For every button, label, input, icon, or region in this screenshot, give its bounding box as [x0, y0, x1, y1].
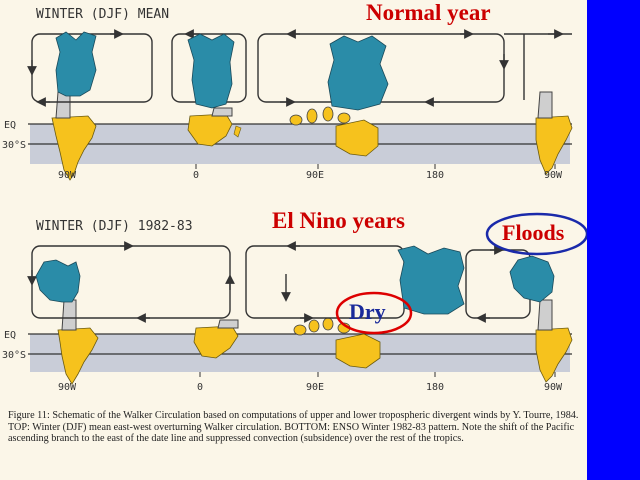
bottom-lon-label-4: 180: [426, 382, 444, 393]
top-cloud-maritime: [327, 35, 389, 111]
top-south-america-east: [535, 115, 573, 175]
normal-year-label: Normal year: [366, 0, 491, 25]
bottom-cloud-south-america: [35, 259, 81, 303]
bottom-lon-label-2: 0: [197, 382, 203, 393]
top-eq-label: EQ: [4, 120, 16, 131]
bottom-lon-label-3: 90E: [306, 382, 324, 393]
walker-circulation-diagram: WINTER (DJF) MEAN EQ 30°S 90W 0 90E 180 …: [2, 7, 587, 393]
bottom-eq-label: EQ: [4, 330, 16, 341]
bottom-maritime-islands: [293, 317, 351, 336]
bottom-south-america: [57, 327, 99, 385]
top-madagascar: [233, 125, 242, 138]
top-australia: [335, 119, 379, 157]
bottom-south-america-east: [535, 327, 573, 383]
bottom-panel-title: WINTER (DJF) 1982-83: [36, 219, 193, 234]
top-andes-east: [537, 91, 553, 119]
floods-highlight-ellipse: [485, 212, 587, 256]
top-south-america: [51, 115, 97, 181]
top-panel-title: WINTER (DJF) MEAN: [36, 7, 169, 22]
bottom-africa-ridge: [217, 319, 239, 329]
bottom-andes: [61, 299, 77, 331]
figure-caption: Figure 11: Schematic of the Walker Circu…: [8, 410, 579, 445]
top-maritime-islands: [289, 106, 351, 126]
el-nino-years-label: El Nino years: [272, 208, 405, 233]
top-lon-label-1: 90W: [58, 170, 77, 181]
top-cloud-africa: [187, 33, 235, 109]
dry-label: Dry: [349, 299, 386, 324]
bottom-ocean-band: [30, 334, 570, 372]
figure-paper: WINTER (DJF) MEAN EQ 30°S 90W 0 90E 180 …: [0, 0, 587, 480]
bottom-cloud-east-pacific: [509, 255, 555, 303]
top-lon-label-4: 180: [426, 170, 444, 181]
bottom-30s-label: 30°S: [2, 350, 26, 361]
bottom-lon-label-1: 90W: [58, 382, 77, 393]
top-africa-ridge: [211, 107, 233, 117]
top-30s-label: 30°S: [2, 140, 26, 151]
bottom-cloud-central-pacific: [397, 245, 465, 315]
top-lon-label-2: 0: [193, 170, 199, 181]
floods-label: Floods: [502, 220, 565, 245]
bottom-panel: WINTER (DJF) 1982-83 EQ 30°S 90W 0 90E 1…: [2, 212, 587, 393]
bottom-andes-east: [537, 299, 553, 331]
top-cloud-south-america: [55, 31, 97, 97]
bottom-australia: [335, 333, 381, 369]
dry-highlight-ellipse: [335, 291, 413, 335]
top-panel: WINTER (DJF) MEAN EQ 30°S 90W 0 90E 180 …: [2, 7, 573, 181]
bottom-lon-label-5: 90W: [544, 382, 563, 393]
top-lon-label-5: 90W: [544, 170, 563, 181]
top-lon-label-3: 90E: [306, 170, 324, 181]
